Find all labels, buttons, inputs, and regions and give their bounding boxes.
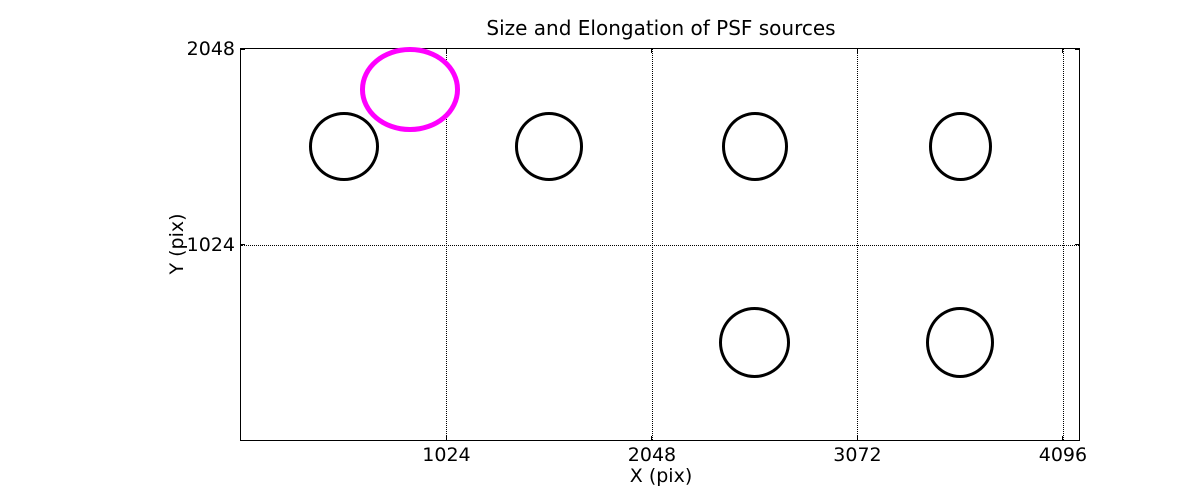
psf-source-ellipse-highlighted — [360, 47, 460, 132]
y-tick-label-2048: 2048 — [186, 38, 235, 60]
psf-source-ellipse — [721, 112, 788, 182]
psf-source-ellipse — [308, 112, 379, 182]
y-tick-2048 — [241, 48, 245, 50]
x-tick-label-4096: 4096 — [1038, 444, 1088, 466]
y-tick-label-1024: 1024 — [186, 233, 235, 256]
x-tick-label-3072: 3072 — [833, 444, 882, 466]
psf-source-ellipse — [719, 306, 791, 378]
x-tick-4096 — [1062, 49, 1064, 53]
psf-source-ellipse — [928, 112, 992, 182]
y-tick-1024 — [241, 244, 245, 245]
plot-area — [240, 47, 1080, 441]
x-tick-1024 — [445, 49, 447, 53]
gridline-y-1024 — [241, 244, 1079, 246]
x-tick-label-2048: 2048 — [627, 444, 677, 466]
y-tick-2048 — [1075, 48, 1079, 50]
x-axis-label: X (pix) — [629, 465, 693, 487]
x-tick-label-1024: 1024 — [422, 444, 471, 466]
x-tick-2048 — [651, 436, 653, 440]
x-tick-3072 — [856, 436, 858, 440]
psf-source-ellipse — [926, 306, 995, 378]
y-tick-1024 — [1075, 244, 1079, 245]
chart-title: Size and Elongation of PSF sources — [486, 16, 836, 40]
x-tick-1024 — [445, 436, 447, 440]
x-tick-4096 — [1062, 436, 1064, 440]
x-tick-3072 — [856, 49, 858, 53]
psf-source-ellipse — [515, 112, 584, 182]
x-tick-2048 — [651, 49, 653, 53]
